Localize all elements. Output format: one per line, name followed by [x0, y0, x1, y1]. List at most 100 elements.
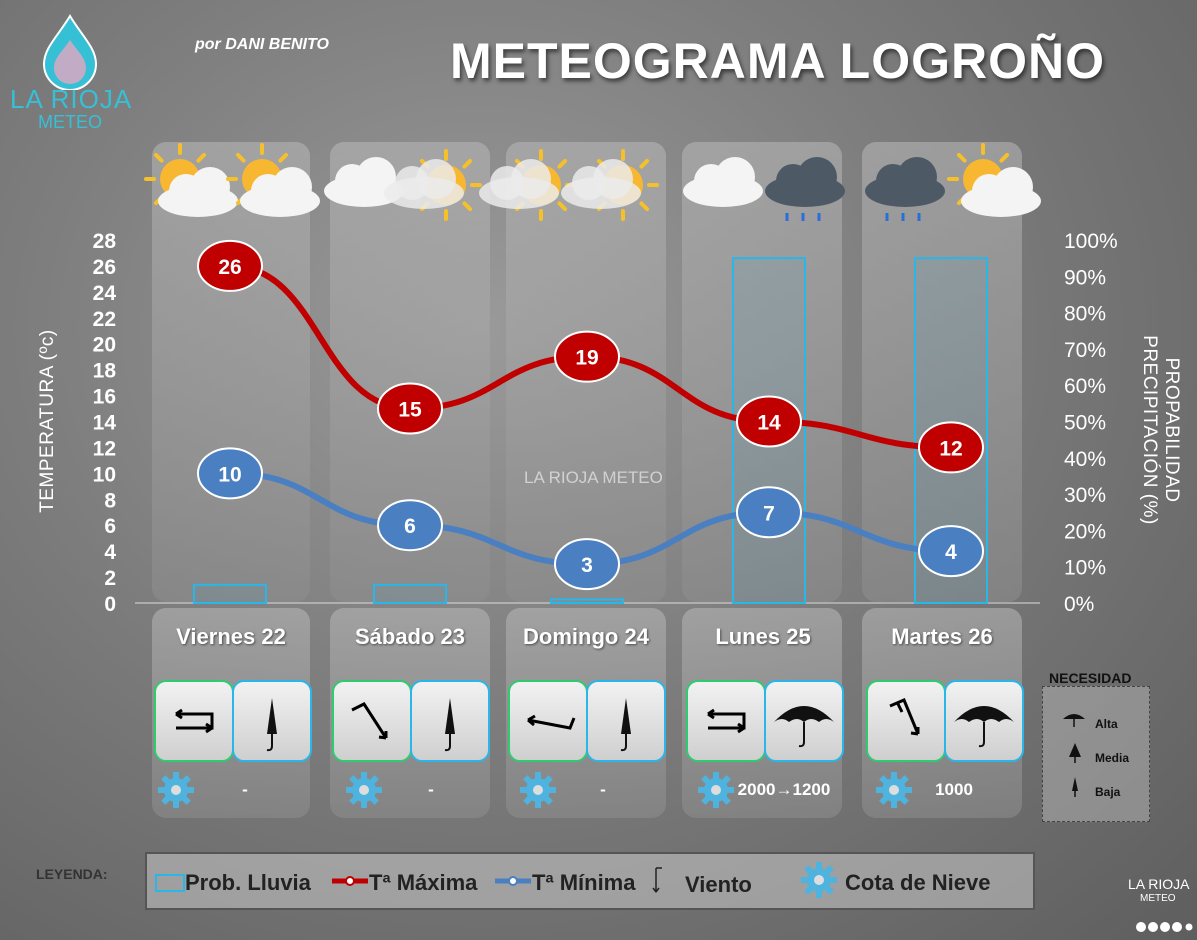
y2-tick-label: 60%	[1064, 375, 1106, 398]
logo-title: LA RIOJA	[10, 84, 133, 114]
necesidad-title: NECESIDAD	[1049, 670, 1132, 686]
umbrella-low-icon	[266, 698, 277, 752]
sun-ray	[557, 201, 568, 212]
y-tick-label: 0	[104, 593, 116, 616]
watermark-text: LA RIOJA METEO	[524, 468, 663, 487]
max-temp-label: 15	[398, 399, 422, 422]
min-temp-point	[197, 447, 263, 500]
wind-box	[154, 680, 234, 762]
snow-gear-icon	[346, 772, 382, 808]
legend: Prob. Lluvia Tª Máxima Tª Mínima Viento …	[145, 852, 1035, 910]
y-tick-label: 12	[93, 437, 116, 460]
facebook-icon	[1136, 922, 1146, 932]
sun-ray	[235, 152, 246, 163]
day-column-bg	[152, 142, 310, 602]
snow-level-value: -	[600, 780, 606, 799]
meteogram-chart: 02468101214161820222426280%10%20%30%40%5…	[93, 143, 1118, 616]
min-temp-label: 4	[945, 541, 957, 564]
y-tick-label: 24	[93, 282, 117, 305]
wind-box	[686, 680, 766, 762]
cloud-part	[511, 159, 551, 199]
wind-box	[332, 680, 412, 762]
logo-subtitle: METEO	[38, 112, 103, 132]
y2-axis-title: PROPABILIDAD PRECIPITACIÓN (%)	[1139, 335, 1182, 525]
wind-west-icon	[527, 714, 576, 730]
brand-name: LA RIOJA	[1128, 876, 1190, 892]
sun-ray	[956, 152, 967, 163]
wind-arrow-icon	[652, 867, 662, 893]
wind-northwest-icon	[889, 698, 920, 736]
necesidad-legend: Alta Media Baja	[1042, 686, 1150, 822]
day-label: Domingo 24	[523, 624, 649, 649]
y-tick-label: 2	[104, 567, 116, 590]
snow-gear-icon	[876, 772, 912, 808]
sun-ray	[999, 152, 1010, 163]
y2-tick-label: 90%	[1064, 266, 1106, 289]
max-temp-label: 14	[757, 412, 781, 435]
y-axis-title: TEMPERATURA (ºc)	[37, 329, 58, 513]
umbrella-box	[586, 680, 666, 762]
legend-max-label: Tª Máxima	[369, 870, 478, 895]
min-temp-label: 3	[581, 554, 593, 577]
sun-ray	[462, 158, 473, 169]
max-temp-label: 12	[939, 437, 962, 460]
max-legend-swatch	[332, 876, 368, 886]
legend-wind-label: Viento	[685, 872, 752, 897]
max-temp-point	[736, 395, 802, 448]
y-tick-label: 10	[93, 463, 116, 486]
umbrella-low-icon	[1072, 777, 1078, 797]
y-tick-label: 18	[93, 360, 117, 383]
max-temp-point	[554, 330, 620, 383]
rain-bar	[373, 583, 447, 604]
instagram-icon	[1160, 922, 1170, 932]
umbrella-low-icon	[620, 698, 631, 752]
sun-ray	[153, 152, 164, 163]
sun-ray	[462, 201, 473, 212]
wind-northwest-icon	[351, 702, 388, 740]
max-temp-point	[377, 382, 443, 435]
cloud-part	[593, 159, 633, 199]
cloud-part	[897, 157, 937, 197]
legend-heading: LEYENDA:	[36, 866, 108, 882]
umbrella-high-icon	[774, 706, 834, 748]
day-column-bg	[862, 142, 1022, 602]
y-tick-label: 4	[104, 541, 116, 564]
y-tick-label: 14	[93, 412, 117, 435]
day-label: Lunes 25	[715, 624, 811, 649]
umbrella-box	[764, 680, 844, 762]
telegram-icon	[1172, 922, 1182, 932]
y-tick-label: 20	[93, 334, 116, 357]
cloud-part	[356, 157, 396, 197]
y-tick-label: 28	[93, 230, 117, 253]
sun-ray	[639, 201, 650, 212]
rain-bar	[550, 598, 624, 604]
legend-min-label: Tª Mínima	[532, 870, 636, 895]
min-temp-label: 10	[218, 463, 241, 486]
legend-rain-label: Prob. Lluvia	[185, 870, 311, 895]
author-signature: por DANI BENITO	[195, 36, 329, 53]
min-temp-point	[554, 538, 620, 591]
brand-subtitle: METEO	[1140, 893, 1176, 904]
umbrella-high-icon	[1063, 714, 1085, 727]
snow-level-value: 1000	[935, 780, 973, 799]
whatsapp-icon	[1185, 923, 1193, 931]
min-legend-swatch	[495, 876, 531, 886]
necesidad-item: Media	[1095, 751, 1130, 765]
logo-drop-icon	[42, 14, 98, 90]
max-temp-label: 19	[575, 347, 598, 370]
max-temp-point	[918, 421, 984, 474]
day-label: Martes 26	[891, 624, 993, 649]
cloud-part	[416, 159, 456, 199]
umbrella-box	[232, 680, 312, 762]
cloud-part	[190, 167, 230, 207]
y2-tick-label: 80%	[1064, 303, 1106, 326]
snow-gear-icon	[158, 772, 194, 808]
y2-tick-label: 40%	[1064, 448, 1106, 471]
necesidad-item: Baja	[1095, 785, 1121, 799]
sun-ray	[196, 152, 207, 163]
sun-ray	[557, 158, 568, 169]
max-temp-point	[197, 239, 263, 292]
y2-tick-label: 100%	[1064, 230, 1118, 253]
wind-east-icon	[175, 708, 214, 734]
snow-level-value: -	[242, 780, 248, 799]
